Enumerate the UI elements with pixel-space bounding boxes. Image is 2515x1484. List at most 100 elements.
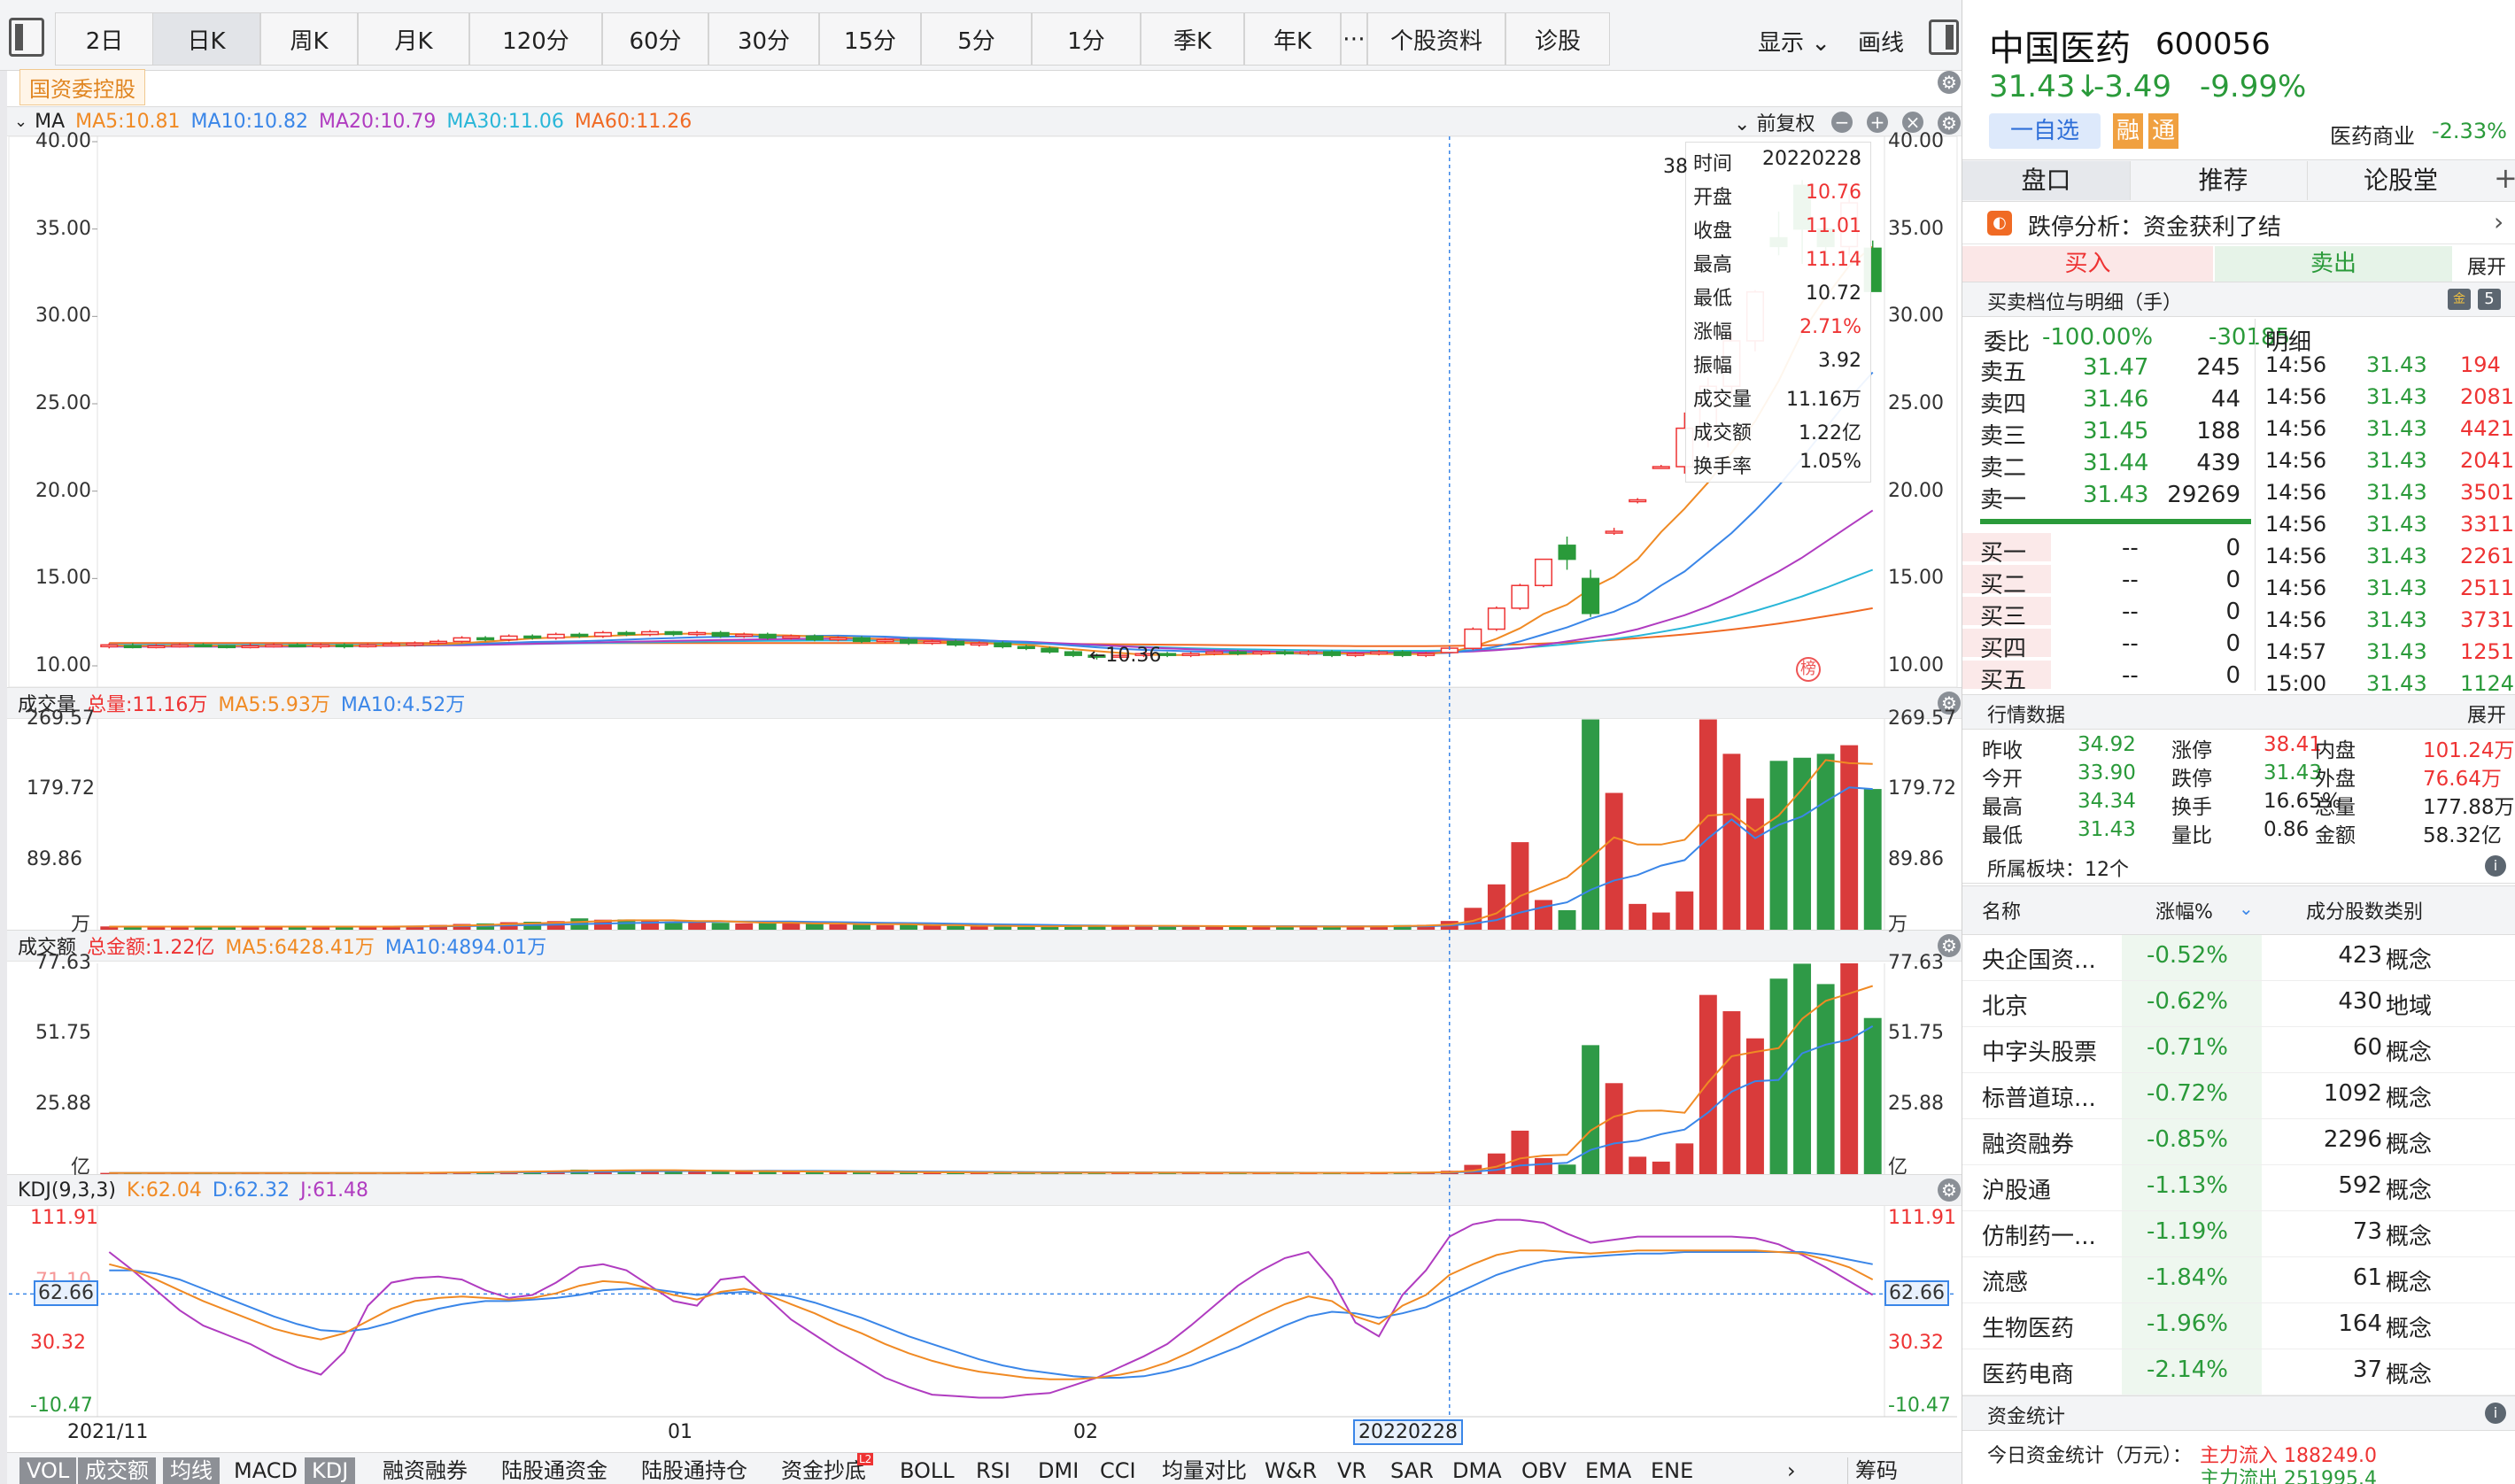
sector-row[interactable]	[1962, 1119, 2515, 1165]
amount-bar	[735, 1171, 754, 1174]
sector-row[interactable]	[1962, 1211, 2515, 1257]
indicator-tab[interactable]: 陆股通持仓	[641, 1458, 747, 1483]
indicator-tab[interactable]: W&R	[1265, 1458, 1318, 1483]
chevron-right-icon[interactable]: ›	[1787, 1458, 1796, 1483]
volume-gear-icon[interactable]: ⚙	[1938, 692, 1961, 715]
candle-body	[1064, 651, 1082, 656]
industry-label[interactable]: 医药商业	[2330, 124, 2415, 149]
period-tab[interactable]: 120分	[469, 12, 602, 66]
price-panel-frame	[8, 135, 1958, 688]
indicator-tab[interactable]: DMA	[1452, 1458, 1502, 1483]
period-tab[interactable]: 5分	[921, 12, 1032, 66]
period-tab[interactable]: 季K	[1141, 12, 1244, 66]
period-tab[interactable]: ⋯	[1341, 12, 1367, 66]
close-icon[interactable]: ×	[1902, 112, 1923, 133]
indicator-tab[interactable]: 成交额	[78, 1457, 156, 1484]
sector-pct: -1.19%	[2147, 1218, 2228, 1245]
indicator-tab[interactable]: VOL	[19, 1457, 77, 1484]
indicator-tab[interactable]: 陆股通资金	[501, 1458, 607, 1483]
rank-icon[interactable]: 榜	[1796, 657, 1821, 682]
period-tab[interactable]: 1分	[1032, 12, 1141, 66]
candle-body	[217, 645, 236, 649]
indicator-tab[interactable]: VR	[1337, 1458, 1367, 1483]
sort-down-icon[interactable]: ⌄	[2239, 898, 2254, 919]
kline-chart[interactable]	[0, 0, 1962, 1452]
period-tab[interactable]: 2日	[55, 12, 154, 66]
sector-row[interactable]	[1962, 1257, 2515, 1303]
amount-ma5: MA5:6428.41万	[225, 937, 375, 959]
ma-settings-gear-icon[interactable]: ⚙	[1938, 112, 1961, 135]
display-menu[interactable]: 显示 ⌄	[1758, 25, 1830, 58]
amount-gear-icon[interactable]: ⚙	[1938, 934, 1961, 957]
sector-header-cell[interactable]: 成分股数	[2306, 901, 2385, 924]
period-tab[interactable]: 月K	[358, 12, 469, 66]
indicator-tab[interactable]: 均线	[163, 1457, 220, 1484]
indicator-tab[interactable]: DMI	[1038, 1458, 1080, 1483]
sell-tab[interactable]: 卖出	[2215, 246, 2452, 282]
right-tab[interactable]: 盘口	[1962, 161, 2131, 200]
sector-header-cell[interactable]: 类别	[2384, 901, 2424, 924]
sector-row[interactable]	[1962, 1027, 2515, 1073]
sector-row[interactable]	[1962, 1073, 2515, 1119]
add-tab-icon[interactable]: +	[2494, 161, 2515, 195]
period-tab[interactable]: 个股资料	[1367, 12, 1505, 66]
indicator-tab[interactable]: RSI	[976, 1458, 1010, 1483]
sector-row[interactable]	[1962, 1349, 2515, 1395]
level2-badge: L2	[857, 1453, 874, 1465]
market-cell: 58.32亿	[2423, 824, 2502, 847]
indicator-tab[interactable]: BOLL	[900, 1458, 955, 1483]
tag-badge[interactable]: 国资委控股	[19, 69, 145, 105]
indicator-tab[interactable]: SAR	[1390, 1458, 1434, 1483]
period-tab[interactable]: 15分	[819, 12, 921, 66]
minus-icon[interactable]: −	[1831, 112, 1853, 133]
sector-row[interactable]	[1962, 1303, 2515, 1349]
candle-body	[711, 631, 730, 638]
candle-body	[288, 644, 306, 648]
indicator-tab[interactable]: KDJ	[305, 1457, 356, 1484]
right-tab[interactable]: 推荐	[2140, 161, 2308, 200]
collapse-icon[interactable]: ⌄	[14, 112, 28, 131]
info-icon[interactable]: i	[2485, 855, 2506, 877]
panel-toggle-icon[interactable]	[1929, 19, 1959, 55]
sidebar-toggle-icon[interactable]	[9, 18, 44, 57]
fq-dropdown[interactable]: ⌄ 前复权	[1734, 108, 1815, 136]
add-watchlist-button[interactable]: 一自选	[1989, 113, 2101, 149]
sector-row[interactable]	[1962, 981, 2515, 1027]
chips-button[interactable]: 筹码	[1847, 1457, 1905, 1484]
settings-gear-icon[interactable]: ⚙	[1938, 71, 1961, 94]
sector-header-cell[interactable]: 名称	[1982, 901, 2022, 924]
right-tab[interactable]: 论股堂	[2363, 166, 2438, 195]
period-tab[interactable]: 周K	[260, 12, 358, 66]
expand-button[interactable]: 展开	[2467, 257, 2507, 279]
buy-tab[interactable]: 买入	[1962, 246, 2213, 282]
kdj-gear-icon[interactable]: ⚙	[1938, 1179, 1961, 1202]
period-tab[interactable]: 60分	[602, 12, 708, 66]
market-expand-button[interactable]: 展开	[2467, 705, 2507, 727]
volume-bar	[382, 926, 400, 930]
indicator-tab[interactable]: MACD	[234, 1458, 298, 1483]
fund-info-icon[interactable]: i	[2485, 1403, 2506, 1424]
indicator-tab[interactable]: OBV	[1521, 1458, 1567, 1483]
sector-row[interactable]	[1962, 1165, 2515, 1211]
indicator-tab[interactable]: EMA	[1585, 1458, 1632, 1483]
sector-header-cell[interactable]: 涨幅%	[2155, 901, 2213, 924]
indicator-tab[interactable]: CCI	[1100, 1458, 1136, 1483]
period-tab[interactable]: 日K	[152, 12, 260, 66]
level-count-badge[interactable]: 5	[2478, 289, 2501, 310]
sector-row[interactable]	[1962, 935, 2515, 981]
ask-price: 31.43	[2083, 482, 2149, 508]
sector-count: 73	[2352, 1218, 2382, 1245]
indicator-tab[interactable]: ENE	[1651, 1458, 1694, 1483]
period-tab[interactable]: 30分	[708, 12, 819, 66]
indicator-tab[interactable]: 均量对比	[1162, 1458, 1247, 1483]
amt-unit-right: 亿	[1888, 1156, 1908, 1179]
plus-icon[interactable]: +	[1867, 112, 1888, 133]
period-tab[interactable]: 年K	[1244, 12, 1341, 66]
analysis-row[interactable]	[1962, 204, 2515, 244]
period-tab[interactable]: 诊股	[1505, 12, 1610, 66]
indicator-tab[interactable]: 融资融券	[383, 1458, 468, 1483]
indicator-tab[interactable]: 资金抄底	[781, 1458, 866, 1483]
draw-button[interactable]: 画线	[1858, 30, 1905, 57]
tooltip-label: 成交量	[1693, 389, 1753, 411]
level2-icon[interactable]: 金	[2448, 289, 2471, 310]
